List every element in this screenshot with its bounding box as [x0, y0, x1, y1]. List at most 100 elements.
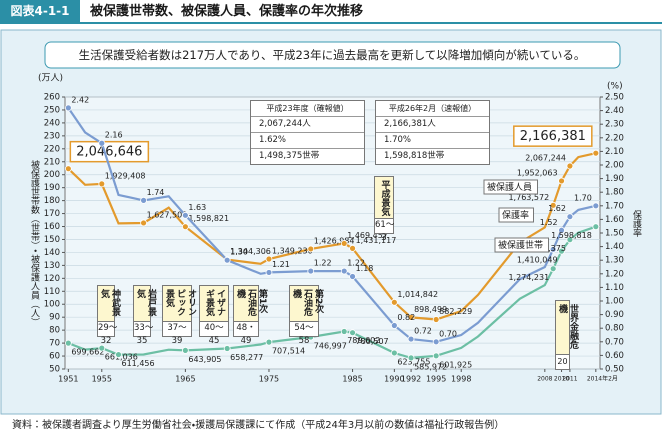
- source: 資料：被保護者調査より厚生労働省社会・援護局保護課にて作成（平成24年3月以前の…: [12, 418, 504, 431]
- data-label: 1,598,818: [551, 231, 592, 240]
- y-tick-label: 210: [44, 157, 60, 167]
- x-tick-label: 1975: [259, 375, 279, 384]
- data-point: [64, 104, 72, 112]
- summary-row: 1,598,818世帯: [376, 148, 489, 164]
- data-point: [307, 245, 315, 253]
- figure-no: 図表4-1-1: [10, 3, 69, 18]
- y-tick-label: 240: [44, 118, 60, 128]
- y-tick-label: 250: [44, 105, 60, 115]
- data-point: [592, 202, 600, 210]
- annotation-text: オリンピック景気: [164, 289, 196, 316]
- data-label: 707,514: [272, 347, 305, 356]
- annotation-period: 48・49: [233, 321, 259, 346]
- y-tick-label: 100: [44, 300, 60, 310]
- data-point: [566, 236, 574, 244]
- data-label: 1.52: [540, 218, 558, 227]
- y-tick-label: 80: [49, 326, 60, 336]
- data-label: 1,014,842: [397, 290, 438, 299]
- annotation-box: 岩戸景気 33〜35: [133, 285, 156, 346]
- y2-tick-label: 1.60: [605, 215, 624, 225]
- y2-tick-label: 0.90: [605, 310, 624, 320]
- y2-tick-label: 1.40: [605, 242, 624, 252]
- legend-box: [494, 237, 549, 253]
- annotation-period: 61〜3: [374, 218, 395, 243]
- y-axis-label: 被保護世帯数（世帯）・被保護人員（人）: [29, 160, 39, 327]
- data-point: [390, 298, 398, 306]
- data-point: [115, 351, 122, 358]
- legend-box: [483, 179, 538, 195]
- y-unit: (万人): [38, 74, 63, 84]
- legend-label: 被保護人員: [487, 181, 532, 193]
- data-label: 2,067,244: [525, 154, 566, 163]
- data-label: 1.22: [347, 259, 365, 268]
- legend-label: 被保護世帯: [498, 239, 543, 251]
- summary-row: 2,067,244人: [251, 116, 364, 132]
- annotation-text: 神武景気: [99, 289, 120, 316]
- data-label: 1.30: [230, 248, 248, 257]
- y2-tick-label: 0.50: [605, 365, 624, 375]
- data-label: 601,925: [439, 360, 472, 369]
- summary-row: 1,498,375世帯: [251, 148, 364, 164]
- data-label: 2.42: [71, 95, 89, 104]
- data-point: [432, 352, 440, 360]
- subtitle-box: [44, 41, 621, 69]
- data-point: [223, 345, 231, 352]
- y-tick-label: 120: [44, 274, 60, 284]
- data-label: 789,602: [347, 336, 380, 345]
- annotation-text: イザナギ景気: [204, 289, 225, 316]
- y2-tick-label: 1.20: [605, 269, 624, 279]
- x-tick-label: 1951: [58, 375, 78, 384]
- data-label: 1.18: [356, 264, 374, 273]
- data-label: 0.82: [397, 313, 415, 322]
- data-point: [265, 338, 273, 346]
- data-point: [432, 338, 440, 346]
- x-tick-label: 1955: [92, 375, 112, 384]
- data-label: 611,456: [122, 359, 155, 368]
- data-point: [566, 213, 574, 221]
- y-tick-label: 70: [49, 339, 60, 349]
- y2-tick-label: 0.70: [605, 337, 624, 347]
- annotation-box: 第2次石油危機 54〜58: [289, 285, 323, 346]
- data-label: 0.72: [414, 327, 432, 336]
- y-tick-label: 200: [44, 170, 60, 180]
- data-label: 1.21: [272, 260, 290, 269]
- y-tick-label: 60: [49, 352, 60, 362]
- data-point: [98, 180, 106, 188]
- data-point: [592, 223, 600, 231]
- highlight-label: 2,166,381: [520, 129, 586, 144]
- data-point: [432, 316, 440, 323]
- highlight-label-box: [513, 125, 593, 147]
- data-point: [340, 328, 348, 335]
- data-label: 1,469,457: [347, 231, 388, 240]
- data-point: [140, 196, 147, 204]
- x-tick-label: 2008: [537, 376, 552, 383]
- y2-tick-label: 2.50: [605, 93, 624, 103]
- data-point: [181, 211, 189, 219]
- data-point: [349, 273, 356, 280]
- y-tick-label: 160: [44, 222, 60, 232]
- data-point: [181, 223, 189, 231]
- y2-axis-label: 保護率: [631, 210, 641, 237]
- data-point: [558, 247, 565, 255]
- x-tick-label: 1995: [426, 375, 446, 384]
- x-tick-label: 2010: [554, 376, 569, 383]
- y2-tick-label: 2.40: [605, 106, 624, 116]
- y-tick-label: 170: [44, 209, 60, 219]
- annotation-period: 37〜39: [162, 321, 192, 346]
- data-point: [549, 265, 557, 273]
- data-point: [340, 267, 348, 275]
- data-label: 882,229: [439, 307, 472, 316]
- data-point: [558, 226, 565, 234]
- data-point: [64, 165, 72, 173]
- data-label: 1.22: [314, 259, 332, 268]
- data-point: [265, 269, 273, 276]
- y-tick-label: 180: [44, 196, 60, 206]
- data-point: [407, 313, 415, 321]
- x-tick-label: 1965: [175, 375, 195, 384]
- data-label: 1.70: [574, 193, 592, 202]
- annotation-period: 33〜35: [133, 321, 154, 346]
- y2-tick-label: 1.10: [605, 283, 624, 293]
- data-label: 1,274,231: [508, 273, 549, 282]
